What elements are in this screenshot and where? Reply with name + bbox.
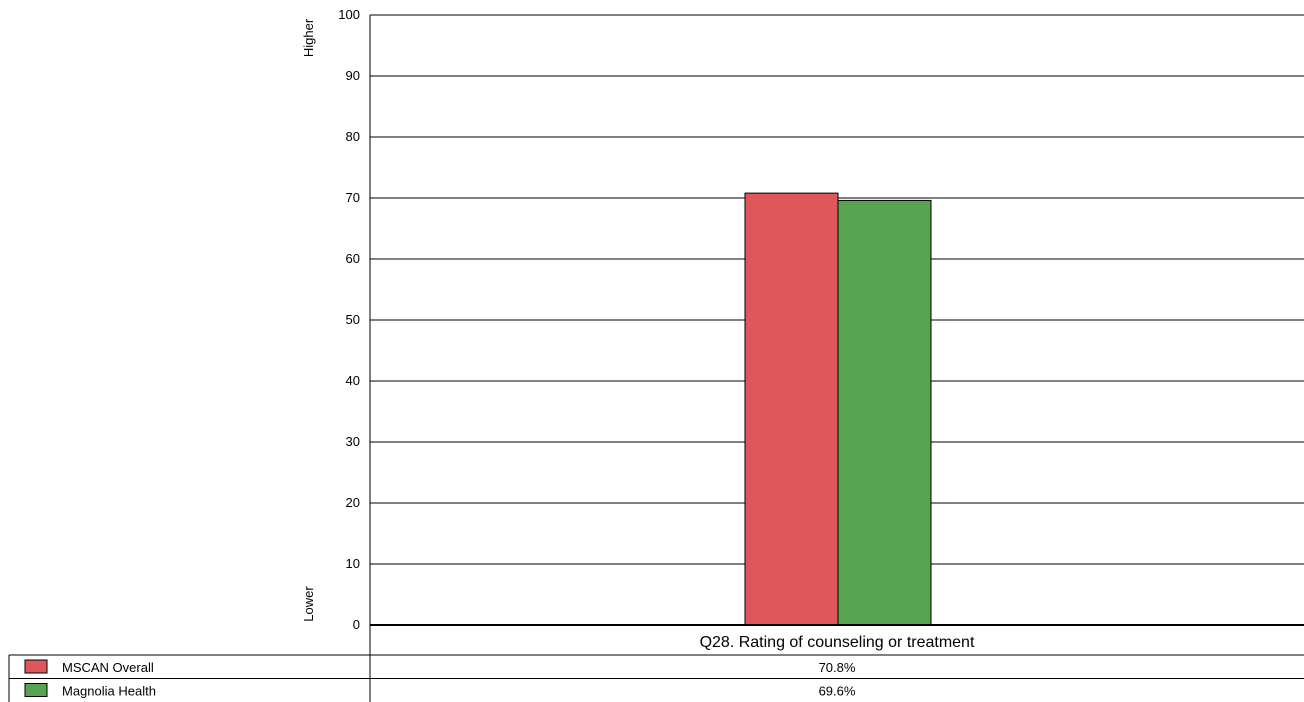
- legend-label: Magnolia Health: [62, 684, 156, 699]
- legend-label: MSCAN Overall: [62, 660, 154, 675]
- y-tick-label: 50: [346, 312, 360, 327]
- y-axis-ticks: 0 10 20 30 40 50 60 70 80 90 100: [338, 7, 360, 632]
- data-label: 70.8%: [819, 660, 856, 675]
- y-tick-label: 20: [346, 495, 360, 510]
- bars: [744, 192, 932, 626]
- y-tick-label: 10: [346, 556, 360, 571]
- y-tick-label: 40: [346, 373, 360, 388]
- bar: [744, 192, 839, 626]
- y-tick-label: 60: [346, 251, 360, 266]
- bar: [837, 199, 932, 626]
- category-label: Q28. Rating of counseling or treatment: [700, 634, 975, 651]
- y-tick-label: 90: [346, 68, 360, 83]
- legend-swatch: [24, 659, 48, 674]
- y-tick-label: 0: [353, 617, 360, 632]
- y-tick-label: 100: [338, 7, 360, 22]
- data-label: 69.6%: [819, 684, 856, 699]
- legend-swatch: [24, 683, 48, 697]
- y-axis-lower-label: Lower: [301, 586, 316, 622]
- y-tick-label: 70: [346, 190, 360, 205]
- y-tick-label: 30: [346, 434, 360, 449]
- data-table: Q28. Rating of counseling or treatment MS…: [8, 625, 1304, 702]
- y-tick-label: 80: [346, 129, 360, 144]
- y-axis-higher-label: Higher: [301, 18, 316, 57]
